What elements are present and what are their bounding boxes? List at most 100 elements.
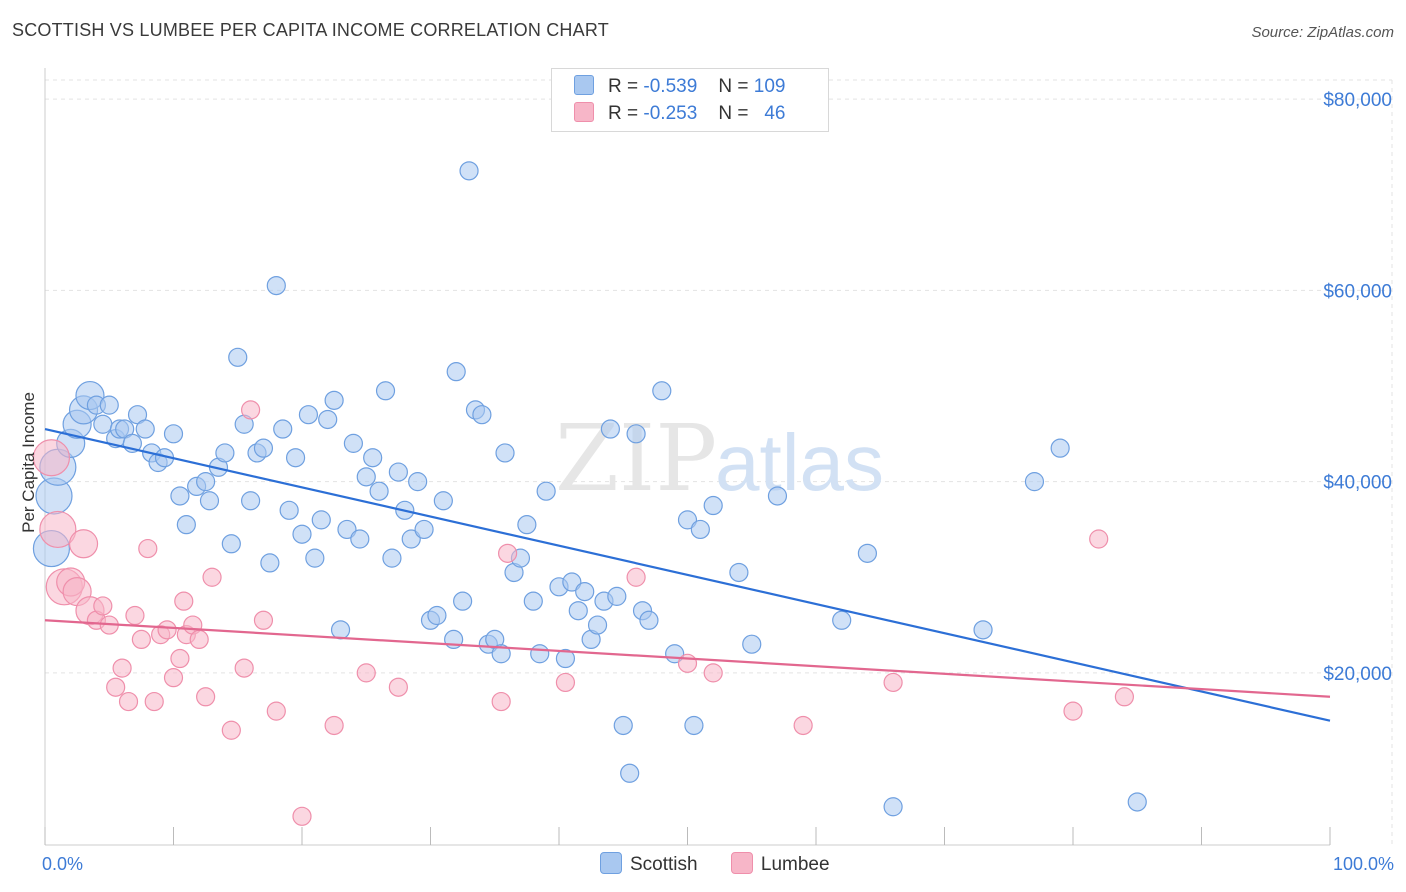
trendline-scottish — [44, 427, 1331, 722]
point-scottish — [472, 405, 492, 425]
point-scottish — [639, 610, 659, 630]
point-scottish — [253, 438, 274, 458]
point-lumbee — [703, 663, 723, 683]
point-scottish — [491, 644, 511, 664]
point-lumbee — [202, 567, 222, 587]
point-scottish — [363, 448, 383, 468]
legend-swatch-scottish — [574, 75, 594, 95]
point-lumbee — [196, 687, 216, 707]
point-scottish — [176, 515, 196, 535]
point-scottish — [613, 715, 633, 736]
point-lumbee — [189, 629, 209, 650]
point-scottish — [241, 491, 261, 511]
point-lumbee — [266, 701, 286, 721]
point-scottish — [459, 161, 479, 181]
point-lumbee — [253, 610, 274, 630]
legend-r-label: R = — [608, 76, 639, 97]
point-lumbee — [241, 400, 261, 420]
point-lumbee — [112, 658, 132, 678]
point-scottish — [163, 424, 184, 444]
point-lumbee — [125, 605, 145, 626]
point-scottish — [135, 419, 155, 439]
point-scottish — [298, 405, 319, 425]
point-scottish — [626, 424, 646, 444]
point-lumbee — [234, 658, 254, 678]
x-tick-label: 100.0% — [1333, 854, 1394, 874]
point-lumbee — [93, 596, 113, 616]
point-lumbee — [883, 672, 903, 693]
point-scottish — [273, 419, 293, 439]
data-points — [32, 161, 1147, 826]
point-scottish — [285, 448, 306, 468]
point-lumbee — [1089, 529, 1109, 549]
point-scottish — [215, 443, 235, 463]
point-scottish — [652, 381, 672, 401]
series-legend-lumbee: Lumbee — [730, 852, 830, 876]
point-scottish — [742, 634, 762, 654]
point-scottish — [677, 510, 698, 530]
series-legend: Scottish Lumbee — [600, 852, 858, 876]
point-lumbee — [131, 629, 151, 650]
y-axis-label: Per Capita Income — [19, 392, 38, 533]
point-scottish — [414, 519, 434, 540]
point-scottish — [324, 390, 344, 410]
series-scottish — [32, 161, 1147, 817]
point-scottish — [388, 462, 408, 482]
y-tick-label: $80,000 — [1323, 90, 1392, 111]
point-lumbee — [174, 591, 194, 611]
point-scottish — [260, 553, 280, 573]
point-scottish — [973, 620, 993, 640]
point-scottish — [1127, 792, 1147, 812]
point-scottish — [587, 615, 608, 635]
point-scottish — [607, 586, 627, 606]
point-scottish — [382, 548, 402, 568]
point-scottish — [433, 491, 453, 511]
trendline-lumbee — [44, 619, 1331, 698]
point-scottish — [523, 591, 543, 611]
point-scottish — [536, 481, 556, 501]
point-scottish — [555, 648, 576, 669]
legend-n-label: N = — [718, 103, 749, 124]
point-scottish — [562, 572, 582, 592]
point-scottish — [266, 275, 286, 296]
y-tick-label: $20,000 — [1323, 664, 1392, 685]
point-lumbee — [221, 720, 241, 740]
point-scottish — [620, 763, 640, 783]
point-lumbee — [170, 648, 190, 669]
point-scottish — [170, 486, 190, 506]
point-scottish — [199, 491, 220, 511]
point-lumbee — [677, 653, 698, 673]
point-scottish — [292, 524, 312, 544]
point-scottish — [375, 381, 396, 401]
point-scottish — [408, 472, 428, 492]
series-swatch-scottish — [600, 852, 622, 874]
series-label-scottish: Scottish — [630, 854, 698, 875]
point-lumbee — [626, 567, 646, 587]
legend-n-label: N = — [718, 76, 749, 97]
point-lumbee — [68, 529, 99, 559]
point-scottish — [221, 534, 241, 554]
point-scottish — [401, 529, 421, 549]
axis-labels: $20,000 $40,000 $60,000 $80,000 0.0% 100.0% Pe… — [19, 90, 1394, 874]
point-lumbee — [388, 677, 408, 697]
watermark: ZIP atlas — [555, 405, 884, 512]
point-scottish — [318, 409, 338, 430]
watermark-atlas: atlas — [715, 418, 884, 507]
legend-n-value: 109 — [753, 76, 786, 97]
point-scottish — [311, 510, 331, 530]
point-scottish — [568, 601, 588, 621]
trendlines — [44, 427, 1331, 722]
point-scottish — [305, 548, 325, 568]
point-scottish — [530, 644, 550, 664]
y-tick-label: $40,000 — [1323, 473, 1392, 494]
series-legend-scottish: Scottish — [600, 852, 698, 876]
point-scottish — [690, 519, 710, 540]
watermark-zip: ZIP — [555, 405, 717, 512]
point-scottish — [857, 543, 878, 563]
point-scottish — [196, 472, 216, 492]
point-lumbee — [138, 538, 158, 559]
point-lumbee — [106, 677, 126, 697]
point-scottish — [369, 481, 389, 501]
correlation-legend: R = -0.539 N = 109 R = -0.253 N = 46 — [551, 68, 829, 132]
